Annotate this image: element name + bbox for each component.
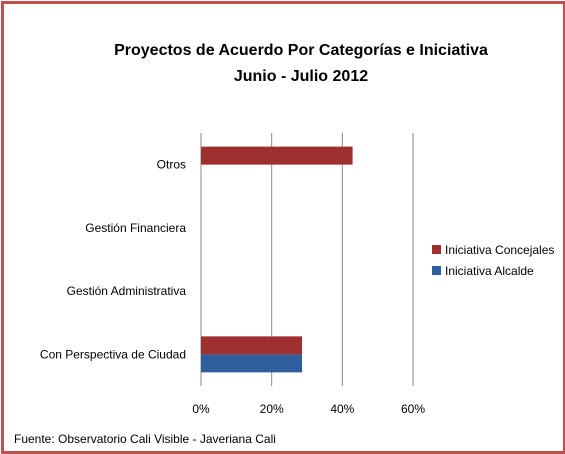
legend-label: Iniciativa Concejales (445, 243, 554, 257)
y-category-label: Otros (157, 158, 186, 172)
x-tick-label: 60% (401, 402, 425, 416)
source-note: Fuente: Observatorio Cali Visible - Jave… (14, 432, 276, 446)
y-category-label: Gestión Financiera (85, 221, 186, 235)
legend-swatch (432, 266, 441, 275)
chart-svg: Proyectos de Acuerdo Por Categorías e In… (14, 42, 554, 446)
x-tick-label: 20% (260, 402, 284, 416)
x-tick-label: 0% (192, 402, 210, 416)
plot-area: 0% 20% 40% 60% Con Perspectiva de Ciudad Gest… (40, 133, 425, 416)
x-tick-label: 40% (330, 402, 354, 416)
bar-iniciativa-alcalde-0 (201, 354, 303, 373)
legend-swatch (432, 245, 441, 254)
y-category-label: Gestión Administrativa (67, 284, 187, 298)
chart-title: Proyectos de Acuerdo Por Categorías e In… (114, 42, 488, 59)
legend: Iniciativa Concejales Iniciativa Alcalde (432, 243, 554, 278)
bar-iniciativa-concejales-0 (201, 336, 303, 355)
legend-label: Iniciativa Alcalde (445, 264, 534, 278)
bar-iniciativa-concejales-3 (201, 146, 353, 165)
chart-subtitle: Junio - Julio 2012 (234, 68, 368, 85)
y-category-label: Con Perspectiva de Ciudad (40, 347, 186, 361)
